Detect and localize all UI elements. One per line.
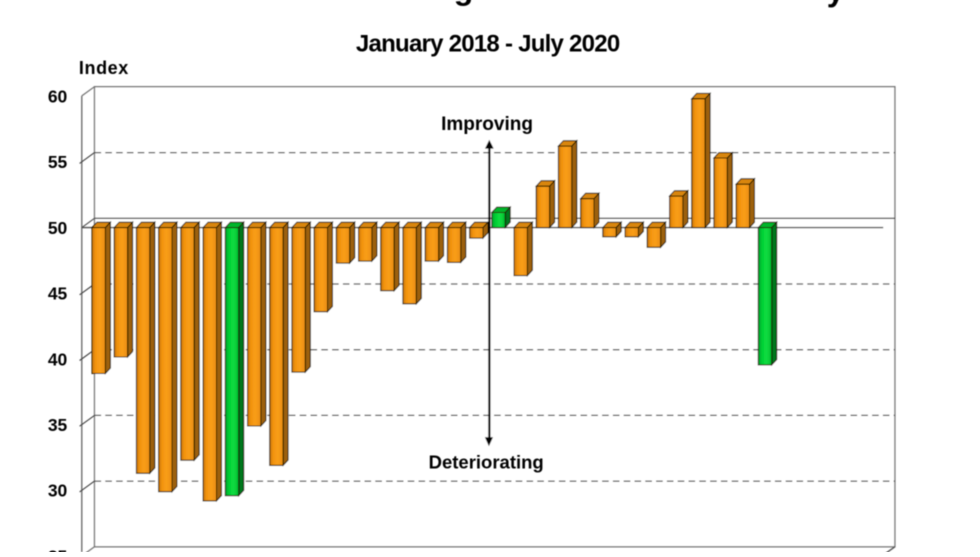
svg-text:40: 40 bbox=[48, 349, 68, 369]
svg-text:35: 35 bbox=[48, 415, 68, 435]
svg-text:30: 30 bbox=[48, 481, 68, 501]
svg-text:50: 50 bbox=[48, 218, 68, 238]
svg-text:60: 60 bbox=[48, 87, 68, 107]
svg-text:g: g bbox=[454, 0, 474, 7]
svg-text:Deteriorating: Deteriorating bbox=[429, 452, 544, 473]
svg-text:25: 25 bbox=[48, 546, 68, 552]
svg-text:January 2018 - July 2020: January 2018 - July 2020 bbox=[356, 30, 620, 57]
svg-text:Improving: Improving bbox=[441, 114, 533, 135]
svg-text:Index: Index bbox=[79, 58, 129, 78]
svg-text:55: 55 bbox=[48, 152, 68, 172]
svg-text:45: 45 bbox=[48, 284, 68, 304]
svg-text:y: y bbox=[827, 0, 845, 8]
